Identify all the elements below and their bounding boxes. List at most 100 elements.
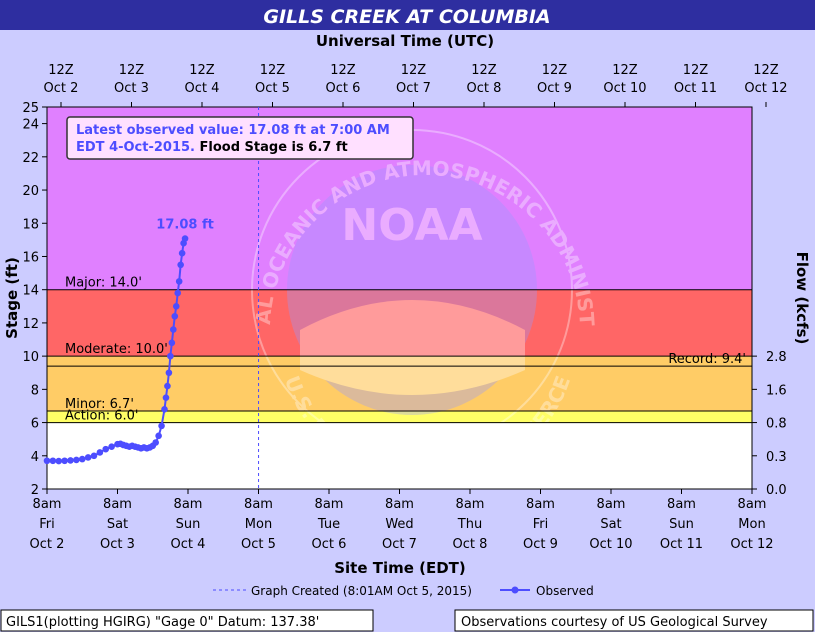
observed-data-point [78, 455, 86, 463]
x-top-tick-label: 12Z [542, 63, 568, 78]
threshold-label-major: Major: 14.0' [65, 276, 142, 291]
title-bar [0, 0, 815, 30]
observed-data-point [171, 312, 179, 320]
legend-observed-marker [511, 586, 519, 594]
x-tick-label: Tue [317, 517, 340, 532]
peak-value-label: 17.08 ft [156, 218, 214, 233]
y2-axis-label: Flow (kcfs) [793, 252, 811, 345]
observed-data-point [178, 249, 186, 257]
legend-created-label: Graph Created (8:01AM Oct 5, 2015) [251, 584, 472, 598]
y-tick-label: 12 [22, 317, 39, 332]
chart-title: GILLS CREEK AT COLUMBIA [263, 6, 550, 28]
x-axis-label: Site Time (EDT) [334, 559, 466, 577]
threshold-label-action: Action: 6.0' [65, 409, 138, 424]
x-tick-label: Mon [738, 517, 765, 532]
y-tick-label: 20 [22, 184, 39, 199]
x-top-tick-label: 12Z [330, 63, 356, 78]
x-tick-label: Sat [600, 517, 621, 532]
x-tick-label: 8am [103, 497, 132, 512]
x-top-tick-label: Oct 12 [744, 81, 787, 96]
x-tick-label: 8am [456, 497, 485, 512]
observed-data-point [170, 326, 177, 333]
y-tick-label: 16 [22, 250, 39, 265]
x-top-tick-label: 12Z [683, 63, 709, 78]
x-tick-label: 8am [244, 497, 273, 512]
observed-data-point [177, 261, 184, 269]
x-tick-label: Oct 5 [241, 537, 276, 552]
y2-tick-label: 0.8 [766, 417, 787, 432]
x-tick-label: 8am [738, 497, 767, 512]
y-tick-label: 2 [31, 483, 39, 498]
observed-data-point [175, 278, 183, 285]
band-action [47, 410, 752, 423]
x-tick-label: Oct 4 [171, 537, 206, 552]
x-top-tick-label: Oct 5 [255, 81, 290, 96]
x-tick-label: Oct 2 [30, 537, 65, 552]
band-moderate [47, 289, 752, 357]
x-top-tick-label: Oct 8 [467, 81, 502, 96]
x-tick-label: Sat [107, 517, 128, 532]
y2-tick-label: 0.0 [766, 483, 787, 498]
x-tick-label: Fri [39, 517, 55, 532]
observed-data-point [172, 303, 180, 310]
x-top-tick-label: 12Z [189, 63, 215, 78]
y2-tick-label: 0.3 [766, 450, 787, 465]
observed-data-point [67, 457, 74, 464]
observed-data-point [162, 394, 170, 401]
observed-data-point [174, 289, 182, 297]
y-tick-label: 25 [22, 101, 39, 116]
band-normal [47, 422, 752, 489]
y2-tick-label: 1.6 [766, 383, 787, 398]
observed-data-point [155, 432, 162, 440]
x-top-tick-label: Oct 7 [396, 81, 431, 96]
observed-data-point [161, 405, 168, 413]
threshold-label-record: Record: 9.4' [668, 352, 746, 367]
footer-left-box [0, 609, 374, 632]
footer-right-box [454, 609, 814, 632]
observed-data-point [164, 382, 171, 390]
x-top-tick-label: 12Z [119, 63, 145, 78]
x-tick-label: Fri [533, 517, 549, 532]
observed-data-point [158, 422, 165, 430]
x-tick-label: Oct 6 [312, 537, 347, 552]
x-tick-label: 8am [597, 497, 626, 512]
x-tick-label: 8am [667, 497, 696, 512]
x-top-tick-label: Oct 9 [537, 81, 572, 96]
observed-data-point [152, 439, 159, 446]
observed-data-point [108, 443, 115, 450]
x-top-tick-label: 12Z [612, 63, 638, 78]
flood-stage-note: Flood Stage is 6.7 ft [195, 140, 348, 155]
y-tick-label: 22 [22, 151, 39, 166]
x-tick-label: Mon [245, 517, 272, 532]
latest-value-line1: Latest observed value: 17.08 ft at 7:00 … [76, 123, 390, 138]
noaa-wave [300, 300, 525, 395]
legend: Graph Created (8:01AM Oct 5, 2015) Obser… [213, 584, 594, 598]
y-axis-label: Stage (ft) [3, 257, 21, 339]
x-tick-label: Oct 3 [100, 537, 135, 552]
observed-data-point [43, 457, 51, 465]
observed-data-point [49, 457, 57, 465]
y-tick-label: 6 [31, 417, 39, 432]
x-tick-label: Oct 11 [660, 537, 703, 552]
y-tick-label: 4 [31, 450, 39, 465]
observed-data-point [165, 369, 173, 377]
footer-left-text: GILS1(plotting HGIRG) "Gage 0" Datum: 13… [6, 615, 319, 630]
y-tick-label: 10 [22, 350, 39, 365]
y-tick-label: 18 [22, 217, 39, 232]
x-top-tick-label: 12Z [260, 63, 286, 78]
x-tick-label: Wed [385, 517, 413, 532]
observed-data-point [168, 339, 176, 347]
x-top-tick-label: 12Z [401, 63, 427, 78]
observed-data-point [84, 454, 92, 461]
x-tick-label: Sun [176, 517, 201, 532]
threshold-label-minor: Minor: 6.7' [65, 397, 134, 412]
x-tick-label: Oct 7 [382, 537, 417, 552]
x-top-tick-label: Oct 2 [44, 81, 79, 96]
legend-observed-label: Observed [536, 584, 594, 598]
threshold-label-moderate: Moderate: 10.0' [65, 342, 168, 357]
x-tick-label: Sun [669, 517, 694, 532]
x-top-tick-label: Oct 6 [326, 81, 361, 96]
y-tick-label: 24 [22, 118, 39, 133]
observed-data-point [96, 449, 104, 456]
y-tick-label: 14 [22, 284, 39, 299]
